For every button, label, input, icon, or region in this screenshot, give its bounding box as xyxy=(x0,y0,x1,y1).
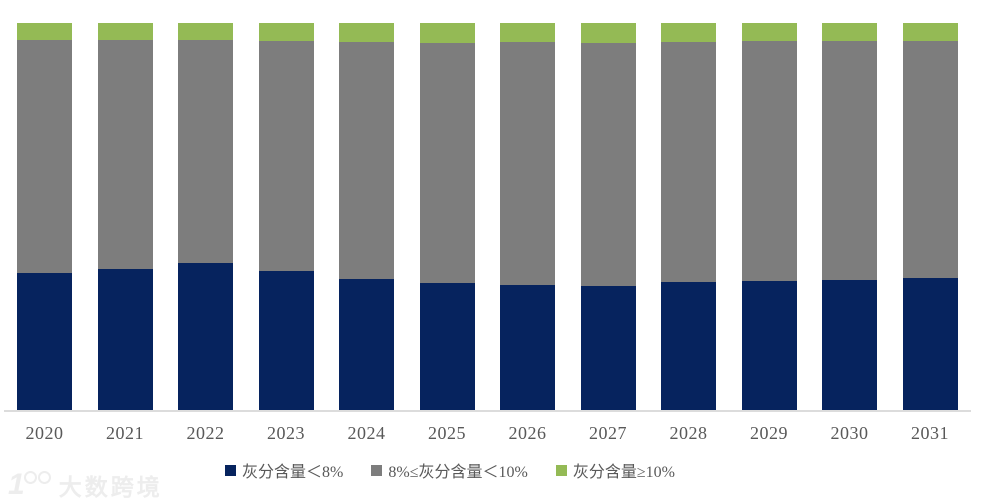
watermark-text: 大数跨境 xyxy=(58,474,163,500)
bar-segment-2022-series-1 xyxy=(178,39,233,264)
bar-segment-2029-series-2 xyxy=(741,22,797,42)
bar-segment-2031-series-2 xyxy=(902,22,958,42)
bar-segment-2030-series-0 xyxy=(822,280,877,410)
legend-marker-icon xyxy=(555,464,567,476)
x-axis-line xyxy=(4,410,971,412)
x-tick-label-2028: 2028 xyxy=(669,423,708,443)
bar-segment-2028-series-0 xyxy=(661,282,716,410)
bar-segment-2023-series-1 xyxy=(258,41,314,272)
bar-segment-2021-series-0 xyxy=(97,269,153,410)
bar-segment-2024-series-2 xyxy=(339,22,394,42)
bar-segment-2021-series-2 xyxy=(97,22,153,41)
dashu-logo-icon: 1 xyxy=(8,468,51,502)
bar-segment-2026-series-0 xyxy=(500,285,555,410)
bar-segment-2031-series-1 xyxy=(902,41,958,279)
bar-segment-2027-series-0 xyxy=(580,286,636,410)
bar-segment-2026-series-1 xyxy=(500,42,555,286)
bar-segment-2022-series-2 xyxy=(178,22,233,40)
bar-segment-2023-series-0 xyxy=(258,271,314,410)
bar-segment-2024-series-1 xyxy=(339,41,394,280)
bar-segment-2028-series-1 xyxy=(661,41,716,283)
bar-segment-2020-series-0 xyxy=(17,273,72,410)
logo-circle-icon xyxy=(23,471,37,484)
legend-marker-icon xyxy=(371,464,383,476)
x-tick-label-2022: 2022 xyxy=(186,423,225,443)
bar-segment-2022-series-0 xyxy=(178,263,233,410)
bar-segment-2030-series-2 xyxy=(822,22,877,42)
legend-label: 灰分含量＜8% xyxy=(242,464,344,481)
x-tick-label-2025: 2025 xyxy=(428,423,466,443)
x-tick-label-2024: 2024 xyxy=(347,423,386,443)
x-tick-label-2021: 2021 xyxy=(106,423,144,443)
legend-label: 8%≤灰分含量＜10% xyxy=(388,464,528,481)
logo-circle-icon xyxy=(37,471,51,484)
legend-label: 灰分含量≥10% xyxy=(572,464,675,481)
bar-segment-2025-series-1 xyxy=(419,43,475,284)
watermark: 1 大数跨境 xyxy=(8,468,163,502)
bar-segment-2020-series-1 xyxy=(17,40,72,274)
bar-segment-2030-series-1 xyxy=(822,41,877,281)
bar-segment-2025-series-0 xyxy=(419,283,475,410)
bar-segment-2027-series-1 xyxy=(580,42,636,286)
legend-item-0: 灰分含量＜8% xyxy=(225,458,343,482)
bar-segment-2024-series-0 xyxy=(339,279,394,410)
bar-segment-2028-series-2 xyxy=(661,22,716,42)
legend: 灰分含量＜8% 8%≤灰分含量＜10% 灰分含量≥10% xyxy=(0,457,900,483)
bar-segment-2027-series-2 xyxy=(580,22,636,43)
x-tick-label-2026: 2026 xyxy=(508,423,547,443)
bar-segment-2031-series-0 xyxy=(902,278,958,410)
legend-item-2: 灰分含量≥10% xyxy=(555,458,675,482)
legend-item-1: 8%≤灰分含量＜10% xyxy=(371,458,528,482)
x-tick-label-2031: 2031 xyxy=(911,423,949,443)
x-tick-label-2027: 2027 xyxy=(589,423,627,443)
x-tick-label-2023: 2023 xyxy=(267,423,305,443)
bar-segment-2025-series-2 xyxy=(419,22,475,44)
x-tick-label-2020: 2020 xyxy=(25,423,64,443)
bar-segment-2020-series-2 xyxy=(17,22,72,41)
x-tick-label-2029: 2029 xyxy=(750,423,788,443)
logo-digit: 1 xyxy=(8,468,25,501)
legend-marker-icon xyxy=(225,464,237,476)
x-tick-label-2030: 2030 xyxy=(830,423,869,443)
bar-segment-2026-series-2 xyxy=(500,22,555,43)
bar-segment-2021-series-1 xyxy=(97,40,153,270)
bar-segment-2023-series-2 xyxy=(258,22,314,42)
bar-segment-2029-series-0 xyxy=(741,281,797,410)
bar-segment-2029-series-1 xyxy=(741,41,797,282)
